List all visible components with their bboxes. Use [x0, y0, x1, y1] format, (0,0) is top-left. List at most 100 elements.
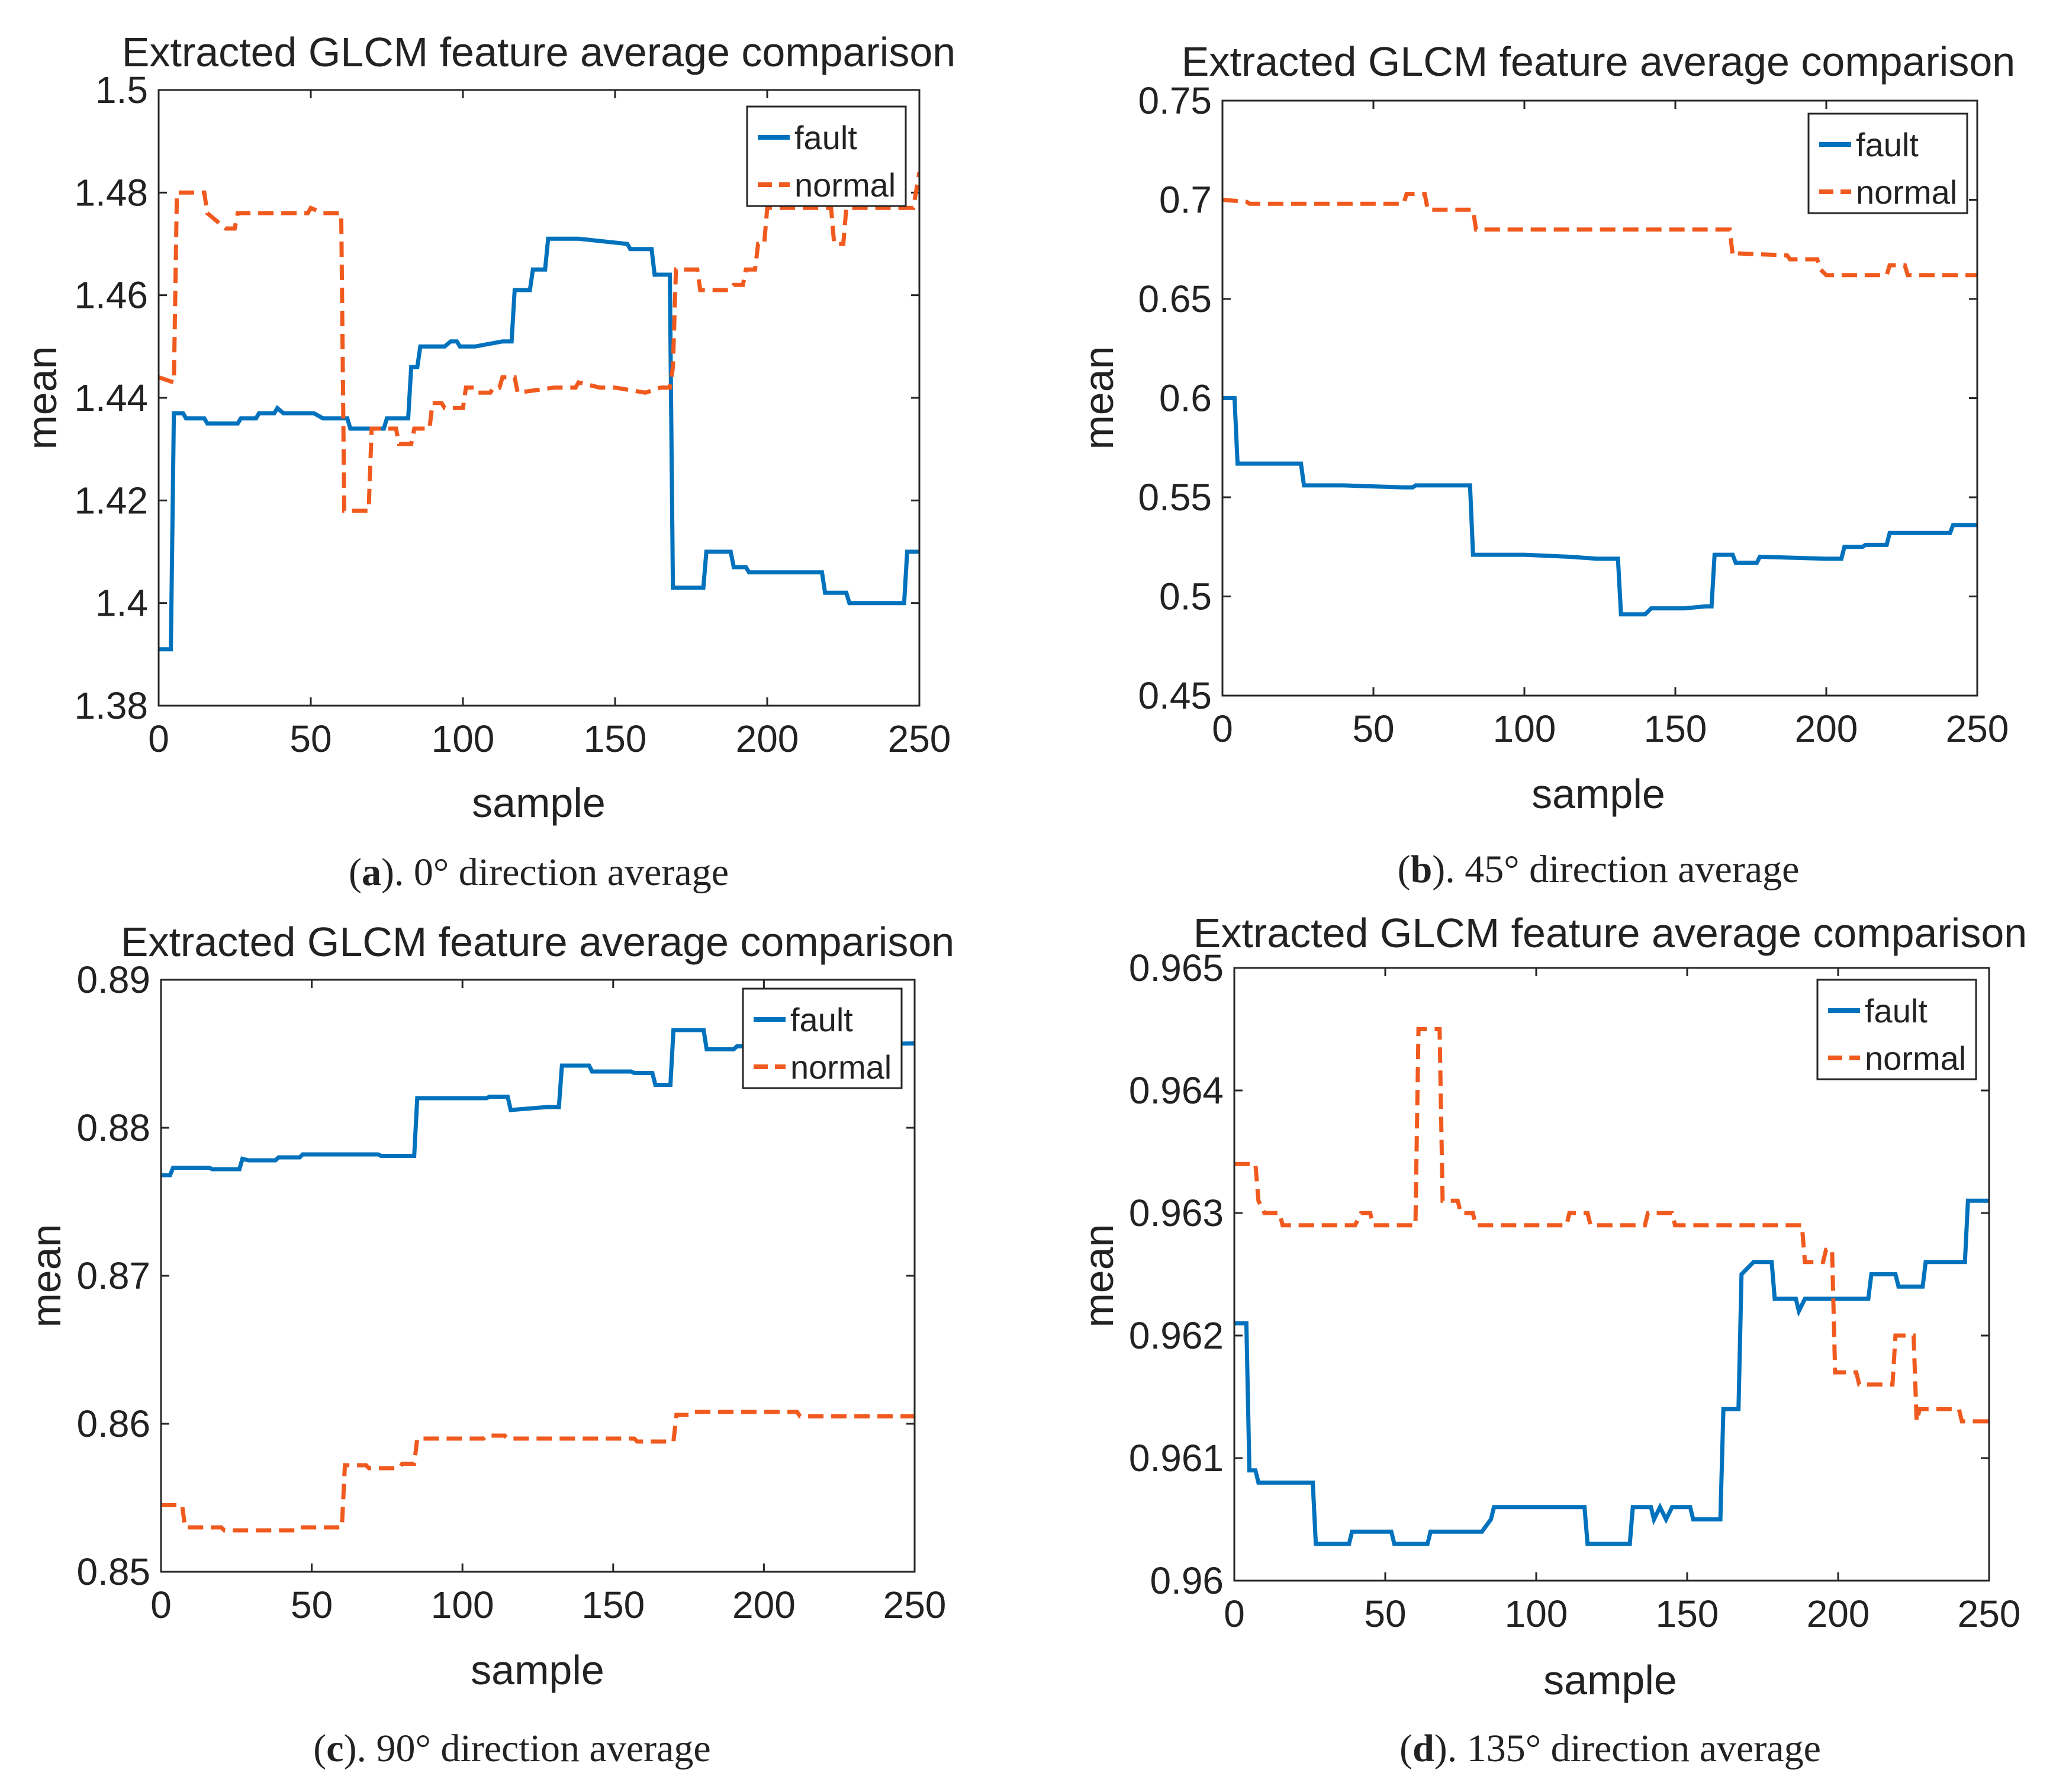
- x-tick-label-a-4: 200: [736, 718, 799, 760]
- x-tick-label-b-4: 200: [1795, 707, 1858, 750]
- chart-title-c: Extracted GLCM feature average compariso…: [121, 919, 954, 965]
- legend-fault-label-b: fault: [1856, 126, 1919, 163]
- x-tick-label-c-1: 50: [291, 1584, 333, 1626]
- series-line-d-normal: [1234, 1027, 1989, 1424]
- caption-letter-a: a: [362, 851, 381, 894]
- series-line-a-fault: [159, 236, 919, 652]
- legend-c: fault normal: [742, 987, 903, 1089]
- axes-frame-a: [157, 89, 921, 707]
- y-axis-label-d: mean: [1076, 1224, 1122, 1327]
- caption-letter-c: c: [326, 1727, 343, 1770]
- y-tick-label-b-0: 0.45: [1138, 674, 1212, 717]
- x-tick-label-c-0: 0: [150, 1584, 172, 1626]
- y-tick-label-d-3: 0.963: [1129, 1192, 1224, 1234]
- axes-frame-d: [1233, 967, 1990, 1582]
- x-tick-label-d-1: 50: [1364, 1592, 1406, 1635]
- x-tick-label-b-2: 100: [1493, 707, 1556, 750]
- x-tick-label-d-5: 250: [1958, 1592, 2021, 1635]
- y-tick-label-d-0: 0.96: [1150, 1559, 1224, 1602]
- x-axis-label-c: sample: [471, 1647, 604, 1693]
- panel-b: Extracted GLCM feature average compariso…: [1076, 38, 2015, 891]
- x-tick-label-a-5: 250: [888, 718, 951, 760]
- y-tick-label-d-4: 0.964: [1129, 1069, 1224, 1112]
- legend-box-c: [742, 987, 903, 1089]
- x-tick-label-c-3: 150: [581, 1584, 645, 1626]
- caption-a: (a). 0° direction average: [349, 851, 729, 894]
- x-tick-label-b-1: 50: [1352, 707, 1394, 750]
- legend-box-a: [746, 105, 907, 207]
- legend-box-d: [1816, 979, 1977, 1080]
- y-tick-label-a-1: 1.4: [95, 582, 148, 625]
- panel-d: Extracted GLCM feature average compariso…: [1076, 910, 2027, 1770]
- caption-rest-a: ). 0° direction average: [381, 851, 729, 894]
- y-tick-label-b-4: 0.65: [1138, 278, 1212, 320]
- x-tick-label-a-1: 50: [289, 718, 332, 760]
- legend-fault-label-a: fault: [794, 119, 857, 156]
- axes-frame-b: [1221, 99, 1978, 697]
- x-tick-label-a-0: 0: [148, 718, 169, 760]
- chart-title-b: Extracted GLCM feature average compariso…: [1182, 38, 2015, 85]
- x-tick-label-d-3: 150: [1656, 1592, 1719, 1635]
- series-line-b-fault: [1222, 396, 1977, 617]
- y-tick-label-b-6: 0.75: [1138, 79, 1212, 122]
- y-tick-label-c-1: 0.86: [76, 1402, 150, 1445]
- x-tick-label-d-2: 100: [1505, 1592, 1568, 1635]
- y-tick-label-c-2: 0.87: [76, 1254, 150, 1297]
- caption-letter-d: d: [1412, 1727, 1434, 1770]
- y-tick-label-b-1: 0.5: [1159, 575, 1212, 618]
- x-tick-label-c-2: 100: [431, 1584, 494, 1626]
- y-tick-label-a-5: 1.48: [74, 171, 148, 214]
- x-tick-label-a-2: 100: [432, 718, 495, 760]
- y-tick-label-a-0: 1.38: [74, 684, 148, 727]
- legend-b: fault normal: [1807, 112, 1968, 214]
- x-tick-label-b-0: 0: [1212, 707, 1233, 750]
- chart-title-a: Extracted GLCM feature average compariso…: [122, 29, 955, 75]
- panel-a: Extracted GLCM feature average compariso…: [19, 29, 955, 894]
- x-tick-label-a-3: 150: [584, 718, 647, 760]
- caption-rest-c: ). 90° direction average: [344, 1727, 711, 1770]
- legend-fault-label-c: fault: [790, 1001, 853, 1038]
- series-line-a-normal: [159, 172, 919, 513]
- x-tick-label-c-4: 200: [732, 1584, 796, 1626]
- y-tick-label-b-2: 0.55: [1138, 476, 1212, 519]
- y-tick-label-a-2: 1.42: [74, 479, 148, 522]
- x-tick-label-b-3: 150: [1644, 707, 1707, 750]
- legend-d: fault normal: [1816, 979, 1977, 1080]
- legend-normal-label-c: normal: [790, 1048, 892, 1086]
- legend-a: fault normal: [746, 105, 907, 207]
- series-line-b-normal: [1222, 192, 1977, 278]
- y-axis-label-a: mean: [19, 346, 65, 449]
- legend-box-b: [1807, 112, 1968, 214]
- x-tick-label-b-5: 250: [1946, 707, 2009, 750]
- x-tick-label-c-5: 250: [883, 1584, 947, 1626]
- caption-letter-b: b: [1411, 848, 1433, 891]
- x-axis-label-a: sample: [472, 780, 606, 826]
- y-tick-label-c-0: 0.85: [76, 1550, 150, 1593]
- legend-fault-label-d: fault: [1865, 992, 1928, 1029]
- y-tick-label-d-2: 0.962: [1129, 1314, 1224, 1357]
- caption-c: (c). 90° direction average: [313, 1727, 710, 1770]
- caption-rest-b: ). 45° direction average: [1432, 848, 1799, 891]
- chart-title-d: Extracted GLCM feature average compariso…: [1193, 910, 2027, 956]
- y-tick-label-d-1: 0.961: [1129, 1437, 1224, 1479]
- series-line-d-fault: [1234, 1198, 1989, 1546]
- legend-normal-label-a: normal: [794, 166, 896, 204]
- y-tick-label-b-3: 0.6: [1159, 377, 1212, 420]
- y-tick-label-b-5: 0.7: [1159, 179, 1212, 221]
- x-axis-label-b: sample: [1531, 771, 1665, 817]
- y-axis-label-c: mean: [23, 1224, 69, 1327]
- y-tick-label-a-4: 1.46: [74, 274, 148, 317]
- legend-normal-label-d: normal: [1865, 1040, 1966, 1077]
- y-tick-label-a-6: 1.5: [95, 69, 148, 111]
- y-tick-label-d-5: 0.965: [1129, 947, 1224, 989]
- axes-frame-c: [160, 979, 916, 1573]
- legend-normal-label-b: normal: [1856, 173, 1957, 211]
- caption-d: (d). 135° direction average: [1399, 1727, 1821, 1770]
- caption-rest-d: ). 135° direction average: [1434, 1727, 1821, 1770]
- y-tick-label-a-3: 1.44: [74, 377, 148, 419]
- series-line-c-normal: [161, 1410, 915, 1533]
- y-axis-label-b: mean: [1076, 346, 1122, 449]
- series-line-c-fault: [161, 1028, 915, 1177]
- x-tick-label-d-0: 0: [1224, 1592, 1245, 1635]
